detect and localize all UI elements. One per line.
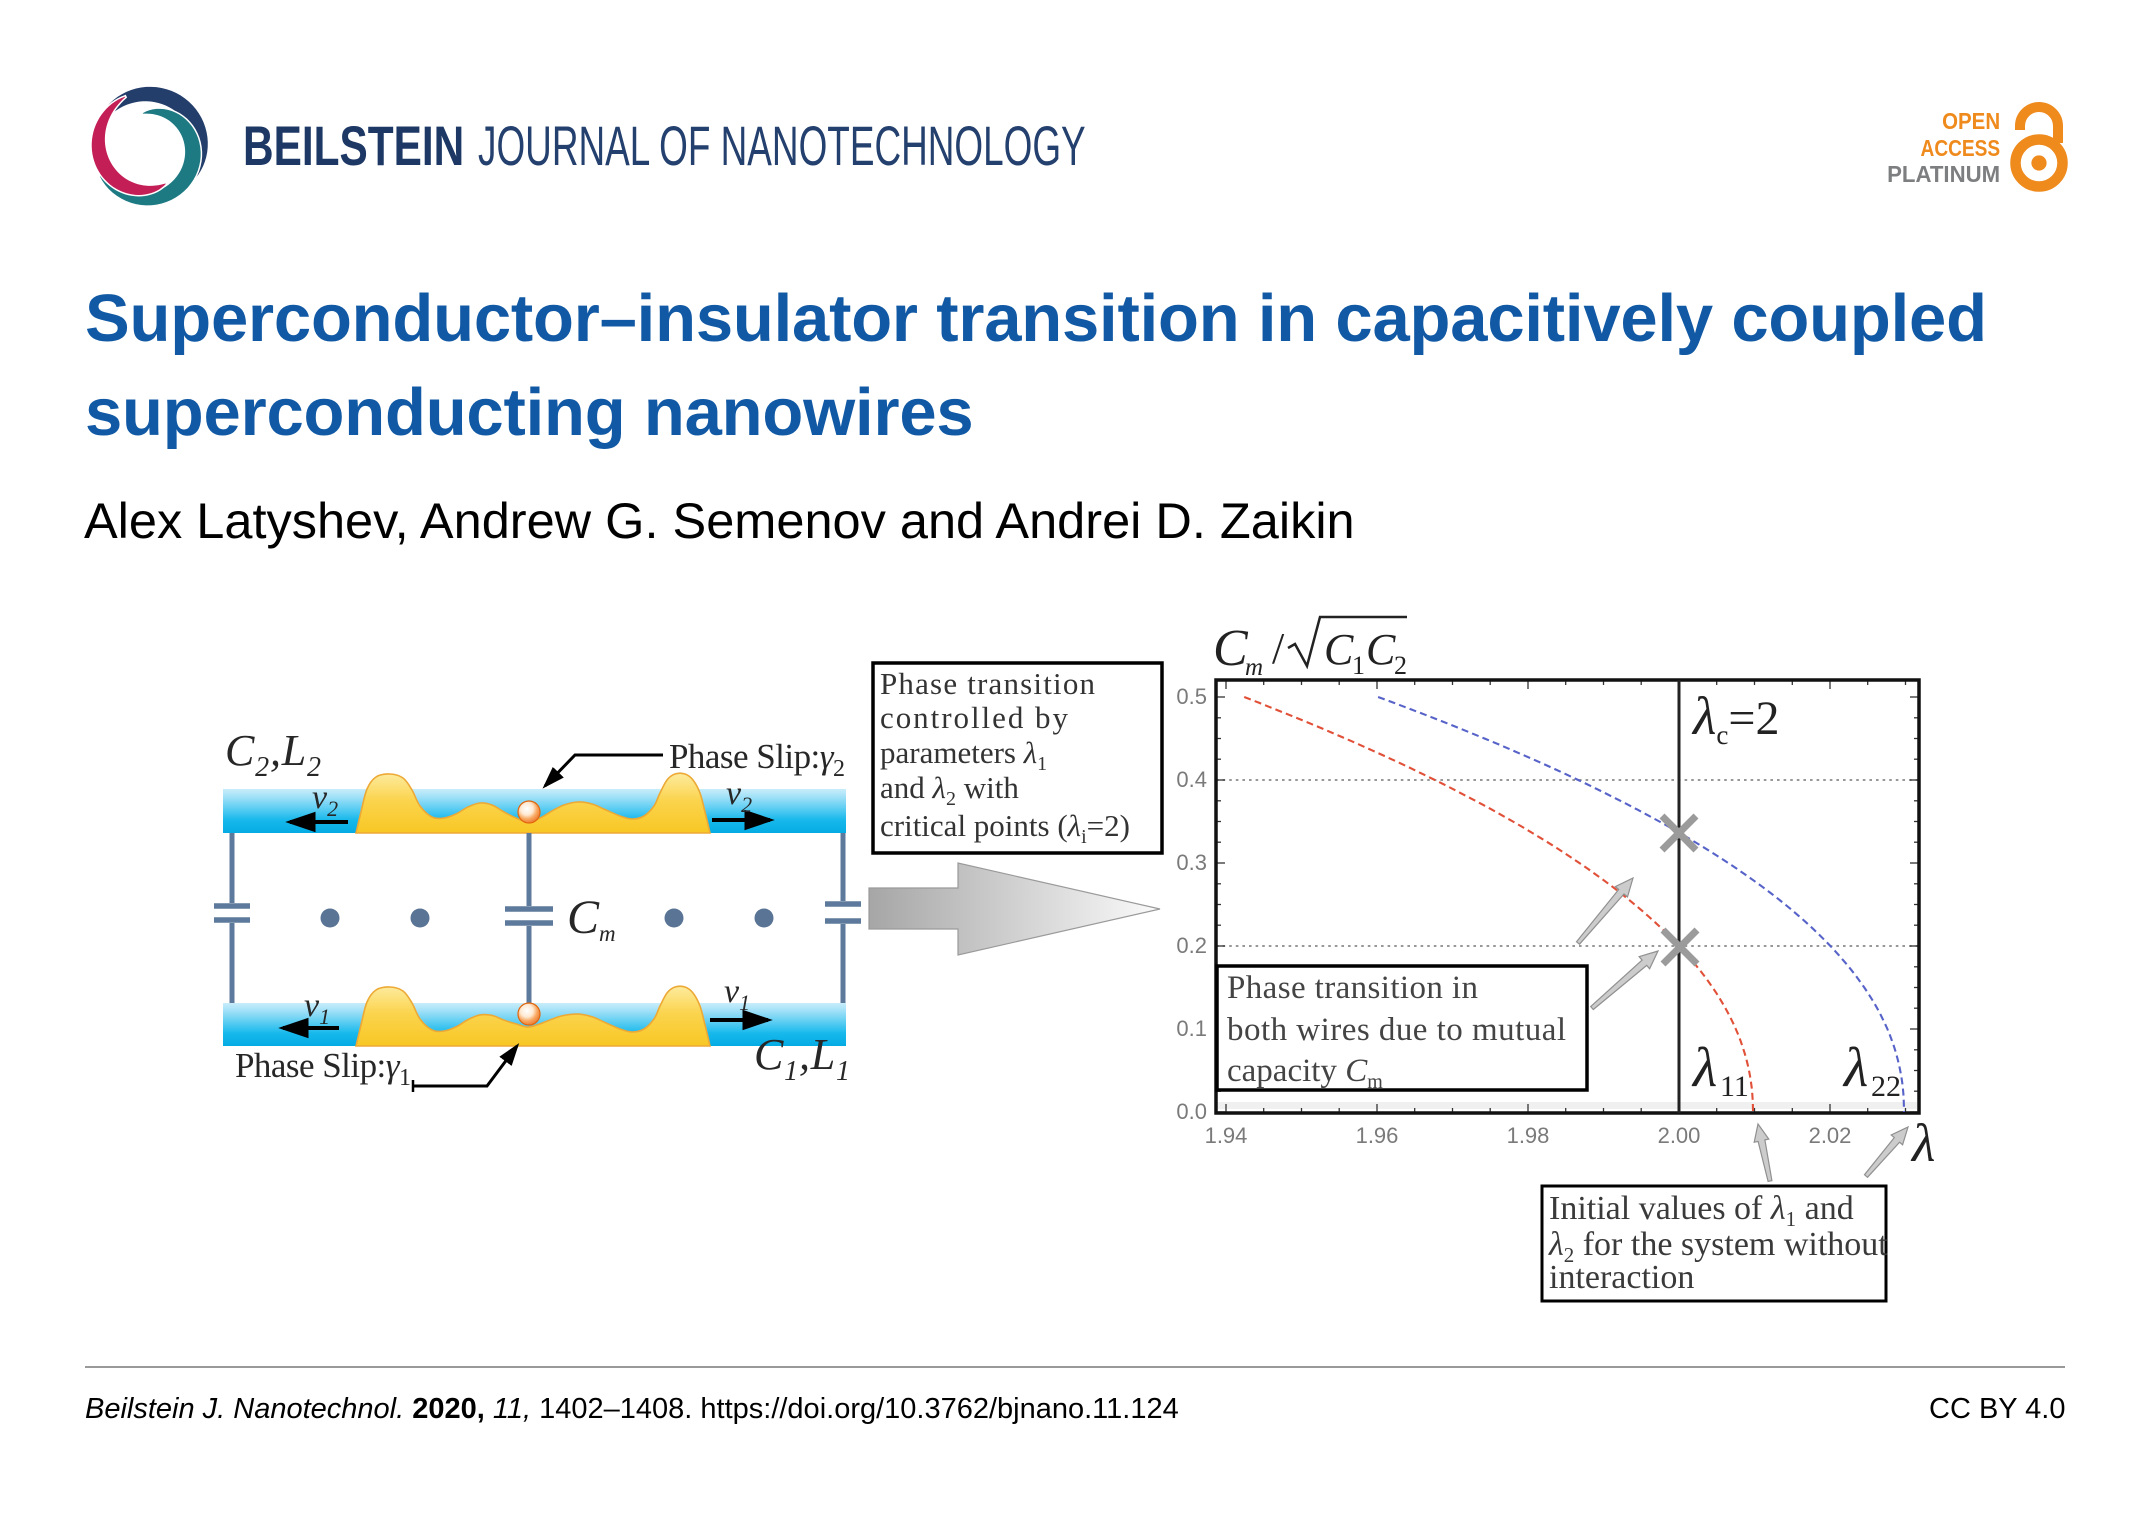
svg-text:λ: λ (1910, 1113, 1935, 1173)
svg-text:1: 1 (1352, 651, 1365, 680)
svg-text:capacity Cm: capacity Cm (1227, 1053, 1383, 1093)
svg-text:v2: v2 (726, 775, 752, 817)
svg-text:2: 2 (1394, 651, 1407, 680)
svg-text:v1: v1 (304, 987, 330, 1029)
svg-text:λ2 for the system without: λ2 for the system without (1548, 1226, 1888, 1267)
svg-text:0.3: 0.3 (1176, 850, 1207, 875)
svg-text:0.2: 0.2 (1176, 933, 1207, 958)
svg-text:controlled by: controlled by (880, 700, 1069, 735)
svg-text:22: 22 (1871, 1070, 1901, 1103)
svg-text:m: m (1245, 654, 1263, 681)
svg-text:parameters λ1: parameters λ1 (880, 735, 1047, 775)
svg-text:Phase transition: Phase transition (880, 666, 1096, 701)
svg-text:11: 11 (1720, 1070, 1749, 1103)
svg-text:λc=2: λc=2 (1691, 686, 1779, 750)
svg-text:Phase Slip:γ2: Phase Slip:γ2 (669, 737, 845, 782)
svg-text:both wires due to mutual: both wires due to mutual (1227, 1012, 1566, 1048)
svg-text:2.02: 2.02 (1809, 1123, 1852, 1148)
svg-text:2.00: 2.00 (1658, 1123, 1701, 1148)
svg-text:0.4: 0.4 (1176, 767, 1207, 792)
svg-text:1.98: 1.98 (1507, 1123, 1550, 1148)
svg-text:C2,L2: C2,L2 (225, 726, 321, 783)
svg-text:v1: v1 (724, 973, 750, 1015)
svg-text:λ: λ (1691, 1037, 1717, 1099)
svg-text:λ: λ (1842, 1037, 1868, 1099)
svg-text:Initial values of λ1 and: Initial values of λ1 and (1549, 1190, 1854, 1231)
svg-text:v2: v2 (312, 779, 338, 821)
svg-text:Cm: Cm (567, 891, 616, 946)
svg-text:C: C (1213, 620, 1249, 677)
svg-text:/: / (1272, 624, 1285, 673)
svg-text:1.94: 1.94 (1205, 1123, 1248, 1148)
svg-text:Phase Slip:γ1: Phase Slip:γ1 (235, 1046, 411, 1091)
svg-text:C: C (1366, 625, 1396, 674)
svg-text:0.5: 0.5 (1176, 684, 1207, 709)
svg-text:C1,L1: C1,L1 (754, 1030, 850, 1087)
svg-text:critical points (λi=2): critical points (λi=2) (880, 808, 1130, 848)
svg-text:interaction: interaction (1549, 1259, 1694, 1296)
svg-text:0.1: 0.1 (1176, 1016, 1207, 1041)
svg-text:C: C (1324, 625, 1354, 674)
svg-text:1.96: 1.96 (1356, 1123, 1399, 1148)
svg-text:Phase transition in: Phase transition in (1227, 970, 1478, 1006)
svg-text:0.0: 0.0 (1176, 1099, 1207, 1124)
